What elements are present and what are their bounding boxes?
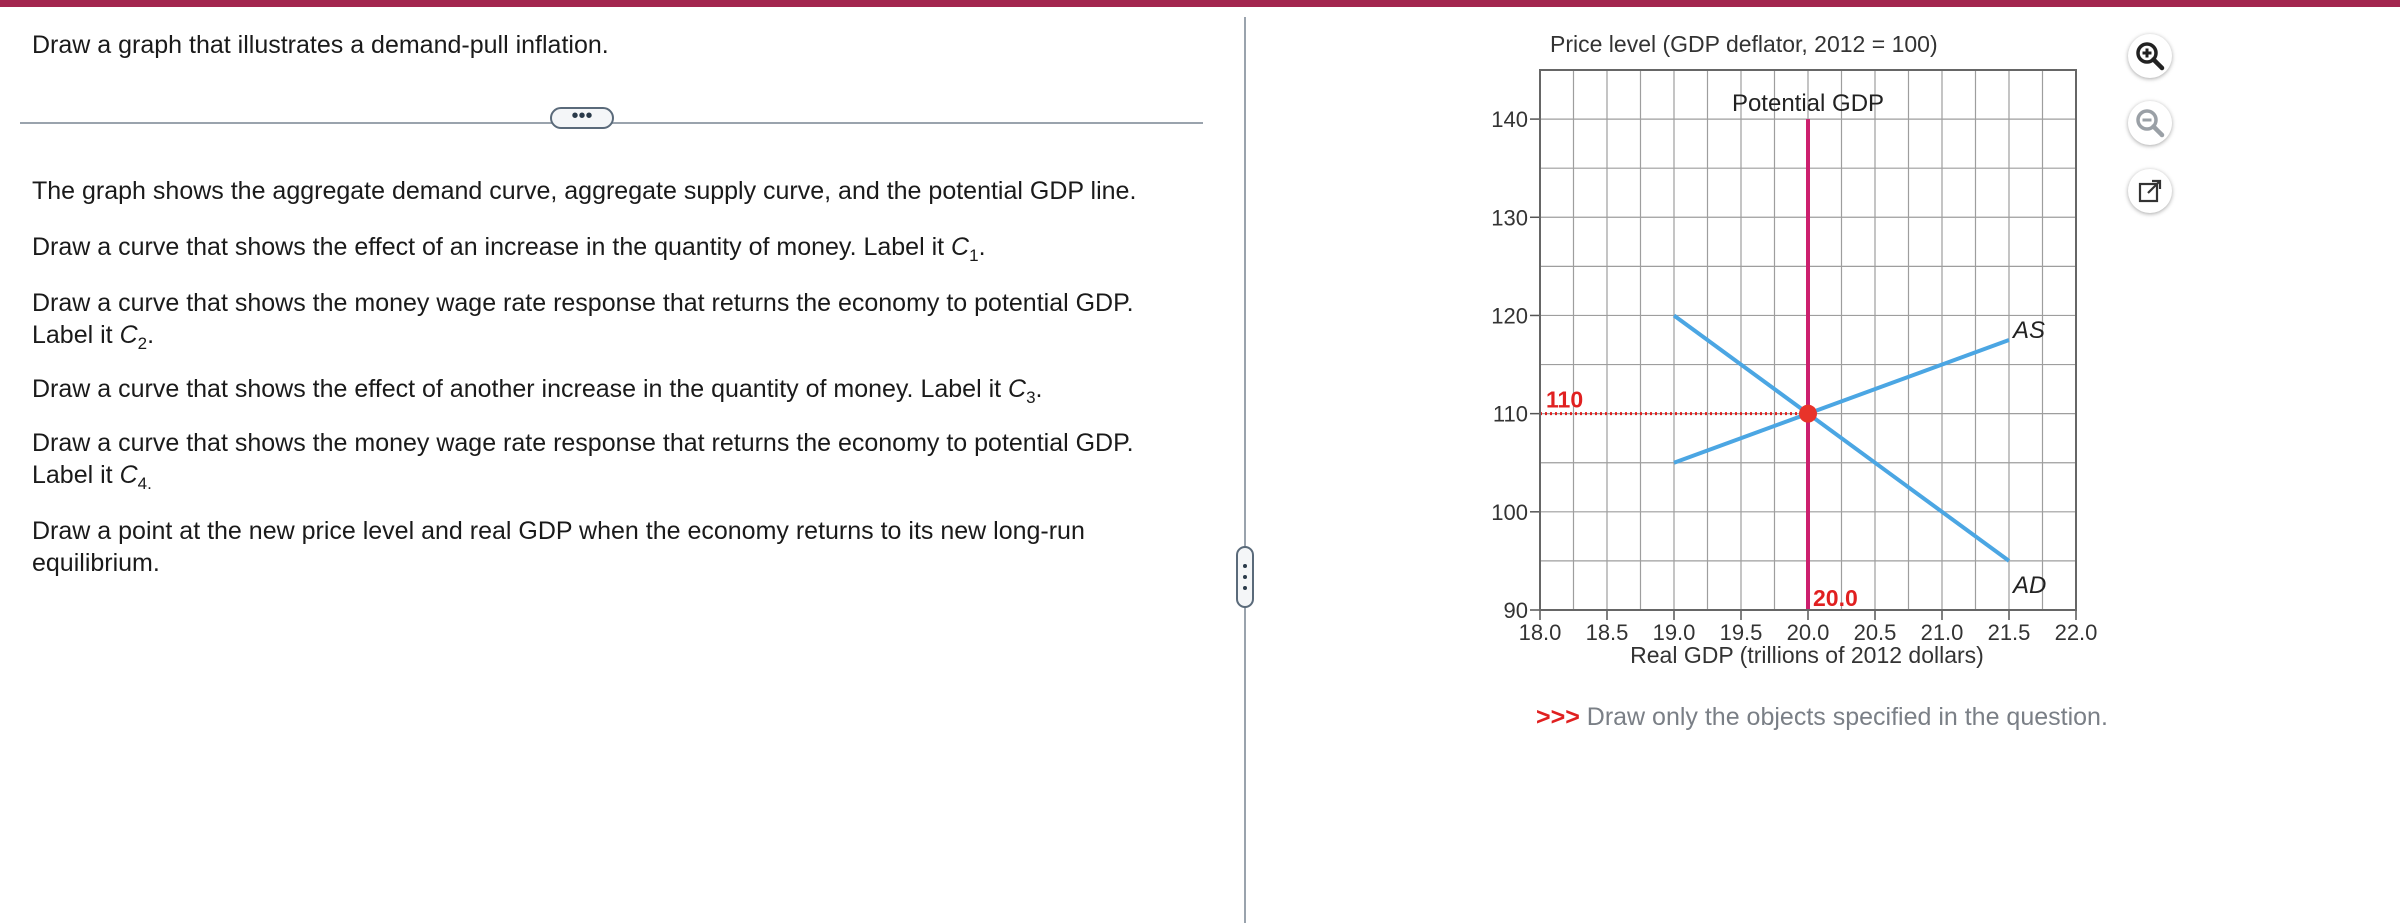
- graph-canvas[interactable]: 18.0 18.5 19.0 19.5 20.0 20.5 21.0 21.5 22.0 90 10…: [1480, 20, 2120, 680]
- equilibrium-gdp-label: 20.0: [1813, 585, 1858, 611]
- zoom-in-button[interactable]: [2128, 34, 2172, 78]
- zoom-out-icon: [2136, 109, 2165, 138]
- y-tick-label: 90: [1504, 598, 1528, 623]
- x-tick-label: 18.5: [1586, 620, 1629, 645]
- chart-marks: [1540, 119, 2011, 610]
- zoom-in-icon: [2136, 42, 2165, 71]
- pane-divider: [1244, 17, 1246, 923]
- x-tick-label: 21.0: [1921, 620, 1964, 645]
- x-tick-label: 19.5: [1720, 620, 1763, 645]
- pane-resize-handle[interactable]: [1236, 546, 1254, 608]
- drawing-hint: >>> Draw only the objects specified in t…: [1536, 703, 2108, 731]
- x-tick-label: 18.0: [1519, 620, 1562, 645]
- expand-button[interactable]: •••: [550, 106, 614, 129]
- question-pane: Draw a graph that illustrates a demand-p…: [0, 7, 1244, 923]
- external-link-icon: [2138, 179, 2162, 203]
- x-tick-label: 20.5: [1854, 620, 1897, 645]
- as-curve[interactable]: [1673, 338, 2010, 465]
- plot-frame: [1539, 69, 2077, 611]
- instruction-1: The graph shows the aggregate demand cur…: [32, 177, 1137, 205]
- y-axis-label: Price level (GDP deflator, 2012 = 100): [1550, 31, 1938, 57]
- instruction-5: Draw a curve that shows the money wage r…: [32, 429, 1134, 493]
- ad-curve[interactable]: [1672, 313, 2011, 563]
- y-tick-label: 140: [1491, 107, 1528, 132]
- instruction-4: Draw a curve that shows the effect of an…: [32, 375, 1043, 407]
- y-tick-label: 130: [1491, 205, 1528, 230]
- potential-gdp-label: Potential GDP: [1732, 90, 1884, 117]
- instruction-6: Draw a point at the new price level and …: [32, 517, 1085, 577]
- y-tick-label: 100: [1491, 500, 1528, 525]
- equilibrium-price-label: 110: [1546, 387, 1583, 413]
- y-tick-label: 120: [1491, 303, 1528, 328]
- popout-button[interactable]: [2128, 169, 2172, 213]
- ad-curve-label: AD: [2011, 572, 2046, 599]
- instruction-2: Draw a curve that shows the effect of an…: [32, 233, 986, 265]
- question-title: Draw a graph that illustrates a demand-p…: [32, 31, 609, 59]
- chart-ticks: 18.0 18.5 19.0 19.5 20.0 20.5 21.0 21.5 22.0 90 10…: [1491, 107, 2097, 645]
- top-accent-bar: [0, 0, 2400, 7]
- as-curve-label: AS: [2011, 317, 2045, 344]
- x-tick-label: 22.0: [2055, 620, 2098, 645]
- x-tick-label: 20.0: [1787, 620, 1830, 645]
- x-tick-label: 21.5: [1988, 620, 2031, 645]
- instruction-3: Draw a curve that shows the money wage r…: [32, 289, 1134, 353]
- zoom-out-button[interactable]: [2128, 101, 2172, 145]
- y-tick-label: 110: [1493, 402, 1528, 427]
- x-axis-label: Real GDP (trillions of 2012 dollars): [1630, 642, 1984, 668]
- equilibrium-point[interactable]: [1799, 404, 1817, 423]
- x-tick-label: 19.0: [1653, 620, 1696, 645]
